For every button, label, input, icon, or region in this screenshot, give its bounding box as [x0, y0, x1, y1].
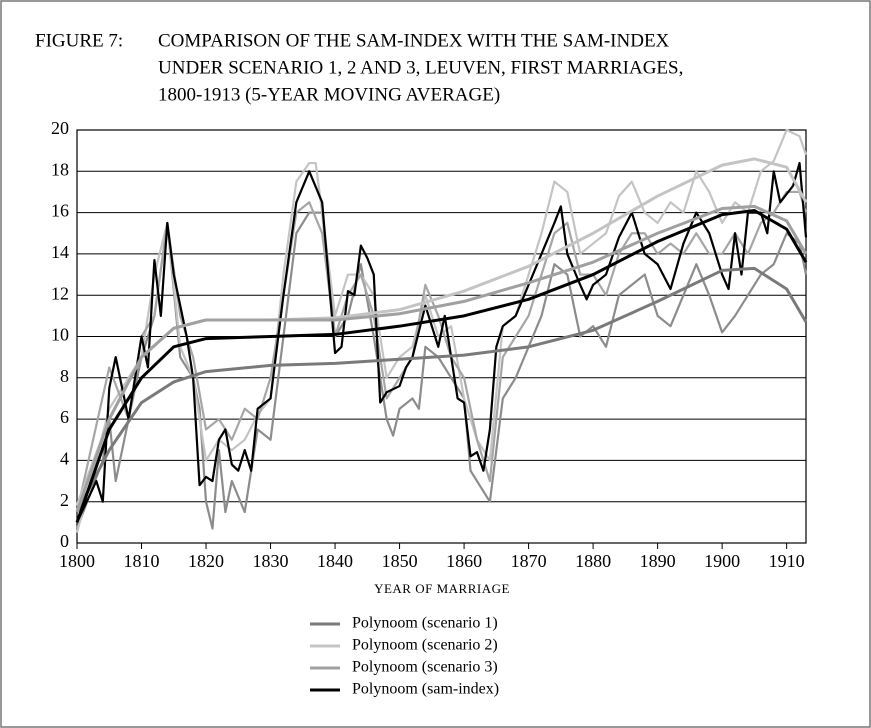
plot-border	[76, 129, 807, 544]
x-tick-label: 1820	[188, 551, 224, 571]
legend-label: Polynoom (scenario 2)	[352, 637, 498, 654]
chart-title: 1800-1913 (5-YEAR MOVING AVERAGE)	[158, 84, 500, 105]
y-tick-label: 6	[60, 407, 69, 427]
trend-line	[75, 209, 808, 523]
legend-label: Polynoom (scenario 1)	[352, 615, 498, 632]
x-tick-label: 1840	[317, 551, 353, 571]
chart-title: UNDER SCENARIO 1, 2 AND 3, LEUVEN, FIRST…	[158, 57, 683, 78]
x-tick-label: 1810	[124, 551, 160, 571]
x-tick-label: 1800	[59, 551, 95, 571]
y-tick-label: 16	[51, 201, 69, 221]
x-tick-label: 1870	[511, 551, 547, 571]
x-axis-label: YEAR OF MARRIAGE	[374, 581, 510, 596]
chart-title: COMPARISON OF THE SAM-INDEX WITH THE SAM…	[158, 30, 670, 51]
y-tick-label: 12	[51, 283, 69, 303]
y-tick-label: 18	[51, 159, 69, 179]
data-line	[75, 211, 808, 530]
legend-label: Polynoom (sam-index)	[352, 681, 499, 698]
y-tick-label: 0	[60, 531, 69, 551]
x-tick-label: 1830	[253, 551, 289, 571]
x-tick-label: 1880	[575, 551, 611, 571]
x-tick-label: 1910	[769, 551, 805, 571]
x-tick-label: 1890	[640, 551, 676, 571]
y-tick-label: 20	[51, 118, 69, 138]
trend-line	[75, 204, 808, 513]
y-tick-label: 4	[60, 449, 69, 469]
trend-line	[75, 266, 808, 513]
figure-label: FIGURE 7:	[35, 30, 123, 51]
legend-label: Polynoom (scenario 3)	[352, 659, 498, 676]
y-tick-label: 10	[51, 325, 69, 345]
y-tick-label: 2	[60, 490, 69, 510]
x-tick-label: 1850	[382, 551, 418, 571]
x-tick-label: 1860	[446, 551, 482, 571]
y-tick-label: 8	[60, 366, 69, 386]
y-tick-label: 14	[51, 242, 69, 262]
data-line	[75, 190, 808, 513]
x-tick-label: 1900	[704, 551, 740, 571]
